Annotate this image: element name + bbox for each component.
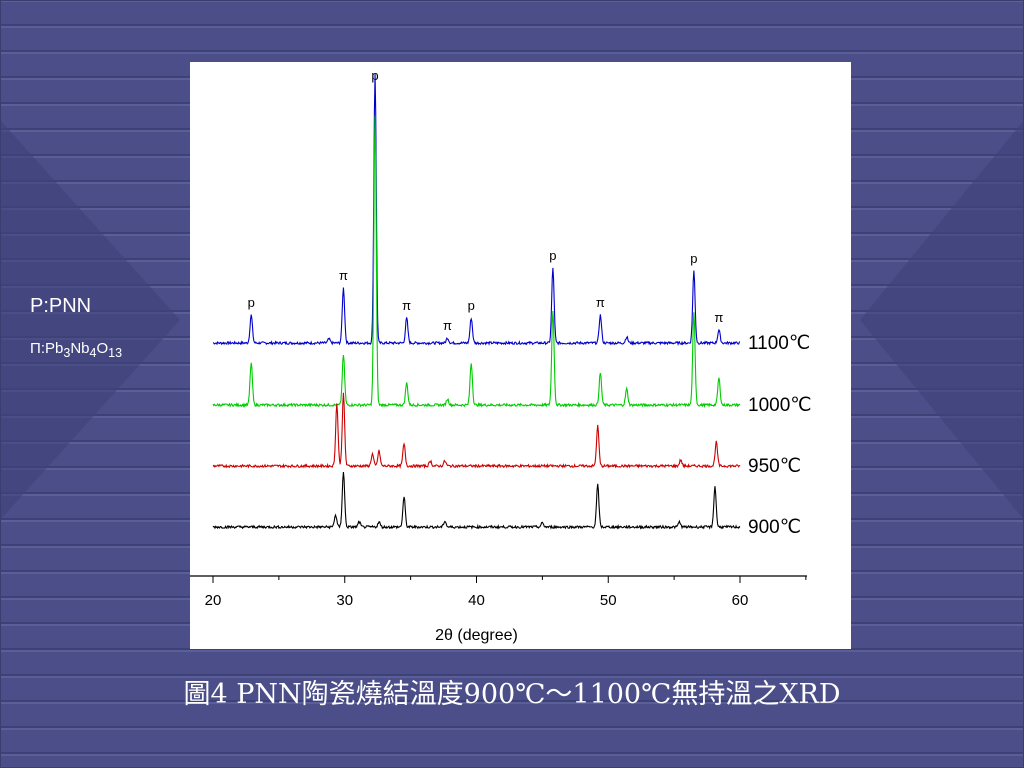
series-line-1100℃ [212, 73, 741, 347]
peak-annotation: p [468, 298, 475, 313]
x-tick-label: 60 [732, 592, 749, 609]
x-tick-label: 50 [600, 592, 617, 609]
legend-pnn: P:PNN [30, 295, 92, 317]
peak-annotation: π [714, 310, 723, 325]
series-label: 900℃ [748, 517, 801, 538]
peak-annotation: p [371, 68, 378, 83]
xrd-chart: 20 30 40 50 60 2θ (degree) 1100℃ 1000℃ 950℃ 900℃ p… [190, 68, 812, 644]
series-line-950℃ [212, 392, 741, 470]
xrd-chart-panel: 20 30 40 50 60 2θ (degree) 1100℃ 1000℃ 950℃ 900℃ p… [190, 62, 851, 649]
peak-annotation: p [248, 295, 255, 310]
series-line-900℃ [212, 471, 741, 530]
peak-annotation: π [339, 268, 348, 283]
x-axis-label: 2θ (degree) [435, 627, 518, 644]
x-tick-label: 40 [468, 592, 485, 609]
series-label: 950℃ [748, 456, 801, 477]
series-label: 1100℃ [748, 333, 810, 354]
series-label: 1000℃ [748, 395, 812, 416]
peak-annotation: p [690, 251, 697, 266]
peak-annotation: π [402, 298, 411, 313]
x-tick-label: 30 [336, 592, 353, 609]
series-line-1000℃ [212, 115, 741, 409]
legend-pi-formula: Π:Pb3Nb4O13 [30, 340, 123, 360]
legend-pb3nb4o13: Π:Pb3Nb4O13 [30, 340, 122, 360]
figure-caption: 圖4 PNN陶瓷燒結溫度900℃～1100℃無持溫之XRD [183, 679, 841, 710]
peak-annotation: p [549, 248, 556, 263]
peak-annotation: π [596, 295, 605, 310]
peak-annotation: π [443, 318, 452, 333]
x-tick-label: 20 [205, 592, 222, 609]
